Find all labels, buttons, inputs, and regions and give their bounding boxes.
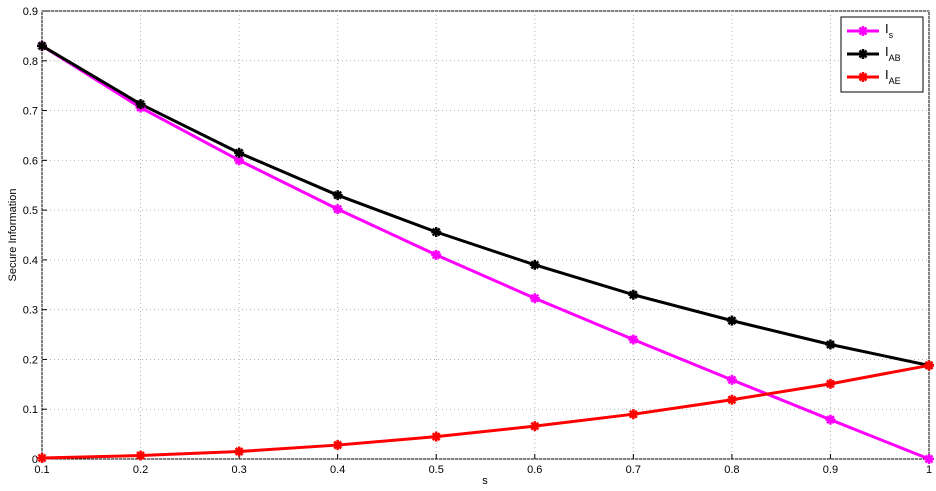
y-tick-label: 0.2: [23, 354, 38, 366]
y-tick-label: 0.9: [23, 6, 38, 18]
marker-stroke: [924, 361, 934, 370]
legend-subscript: s: [889, 30, 894, 40]
data-point: [726, 374, 737, 385]
marker-stroke: [333, 190, 343, 200]
data-point: [529, 259, 540, 270]
y-tick-label: 0.6: [23, 155, 38, 167]
data-point: [234, 147, 245, 158]
data-point: [924, 360, 934, 371]
marker-stroke: [333, 204, 343, 214]
marker-stroke: [530, 421, 540, 431]
legend-subscript: AB: [889, 53, 901, 63]
legend-marker: [858, 72, 868, 82]
marker-stroke: [826, 379, 835, 389]
x-tick-label: 0.9: [823, 464, 838, 476]
data-point: [431, 431, 442, 442]
data-point: [529, 421, 540, 432]
legend-label: Is: [885, 21, 894, 40]
x-axis-label: s: [482, 475, 488, 487]
marker-stroke: [333, 440, 343, 450]
y-tick-label: 0.3: [23, 305, 38, 317]
y-tick-label: 0.5: [23, 205, 38, 217]
x-tick-label: 0.7: [626, 464, 641, 476]
x-tick-label: 1: [926, 464, 932, 476]
marker-stroke: [628, 290, 638, 300]
data-point: [37, 40, 47, 51]
x-tick-label: 0.6: [527, 464, 542, 476]
y-tick-label: 0.4: [23, 255, 38, 267]
data-point: [726, 394, 737, 405]
legend-marker: [858, 26, 868, 36]
x-tick-label: 0.3: [231, 464, 246, 476]
data-point: [332, 440, 343, 451]
data-point: [825, 378, 836, 389]
data-point: [628, 289, 639, 300]
series-line: [41, 44, 930, 367]
legend-name: I: [885, 44, 889, 59]
x-tick-label: 0.5: [429, 464, 444, 476]
data-point: [924, 454, 934, 464]
legend-subscript: AE: [889, 76, 901, 86]
legend-name: I: [885, 21, 889, 36]
data-point: [726, 315, 737, 326]
marker-stroke: [727, 375, 737, 385]
marker-stroke: [431, 250, 441, 260]
data-point: [825, 339, 836, 350]
x-tick-label: 0.1: [34, 464, 49, 476]
marker-stroke: [136, 99, 145, 109]
marker-stroke: [826, 415, 835, 425]
x-tick-label: 0.8: [724, 464, 739, 476]
marker-stroke: [431, 227, 441, 237]
marker-stroke: [37, 453, 47, 463]
data-point: [825, 414, 836, 425]
plot-area: [41, 10, 930, 460]
data-point: [234, 155, 245, 166]
marker-stroke: [628, 409, 638, 419]
marker-stroke: [234, 447, 244, 456]
y-tick-label: 0.7: [23, 106, 38, 118]
y-axis-label: Secure Information: [7, 189, 19, 282]
data-point: [529, 293, 540, 304]
legend-label: IAB: [885, 44, 901, 63]
data-point: [431, 227, 442, 238]
data-point: [628, 409, 639, 420]
data-point: [135, 99, 146, 110]
marker-stroke: [727, 316, 737, 326]
legend-name: I: [885, 67, 889, 82]
marker-stroke: [858, 26, 868, 36]
data-point: [37, 453, 47, 464]
marker-stroke: [234, 148, 244, 158]
marker-stroke: [628, 335, 638, 344]
x-tick-label: 0.2: [133, 464, 148, 476]
marker-stroke: [530, 293, 540, 303]
series-line: [41, 44, 930, 461]
legend-marker: [858, 49, 868, 59]
marker-stroke: [727, 395, 737, 405]
data-point: [234, 446, 245, 457]
y-tick-label: 0.1: [23, 404, 38, 416]
marker-stroke: [234, 155, 244, 165]
marker-stroke: [530, 260, 540, 270]
legend-label: IAE: [885, 67, 901, 86]
series-line: [41, 363, 930, 460]
data-point: [332, 204, 343, 215]
y-tick-label: 0: [32, 454, 38, 466]
data-point: [628, 334, 639, 345]
marker-stroke: [136, 451, 145, 460]
y-tick-label: 0.8: [23, 56, 38, 68]
marker-stroke: [858, 49, 868, 59]
marker-stroke: [431, 432, 441, 441]
data-point: [431, 249, 442, 260]
marker-stroke: [924, 454, 934, 464]
marker-stroke: [37, 41, 47, 51]
x-tick-label: 0.4: [330, 464, 345, 476]
marker-stroke: [858, 72, 868, 82]
marker-stroke: [826, 340, 835, 349]
data-point: [332, 190, 343, 201]
data-point: [135, 450, 146, 461]
